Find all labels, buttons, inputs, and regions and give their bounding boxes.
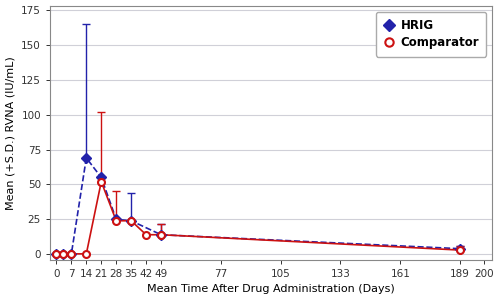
X-axis label: Mean Time After Drug Administration (Days): Mean Time After Drug Administration (Day… [147,284,395,294]
Legend: HRIG, Comparator: HRIG, Comparator [376,12,486,56]
Y-axis label: Mean (+S.D.) RVNA (IU/mL): Mean (+S.D.) RVNA (IU/mL) [6,56,16,210]
